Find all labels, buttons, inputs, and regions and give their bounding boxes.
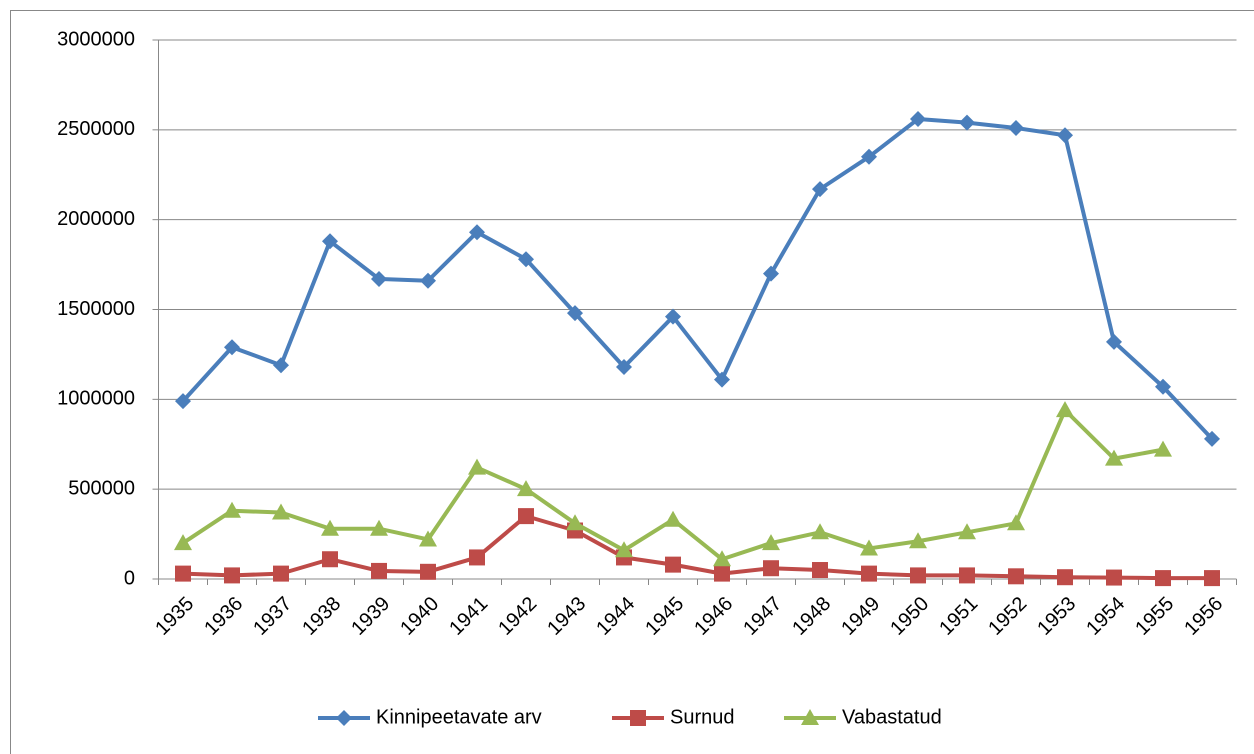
marker	[909, 532, 927, 549]
marker	[174, 534, 192, 551]
marker	[273, 357, 289, 374]
marker	[175, 393, 191, 410]
marker	[419, 530, 437, 547]
marker	[763, 265, 779, 282]
marker	[664, 510, 682, 527]
marker	[910, 567, 926, 584]
marker	[861, 565, 877, 582]
marker	[1007, 514, 1025, 531]
chart-frame	[10, 10, 1254, 754]
marker	[1057, 569, 1073, 586]
marker	[566, 514, 584, 531]
marker	[1008, 568, 1024, 585]
marker	[371, 270, 387, 287]
legend-label: Vabastatud	[842, 706, 942, 728]
marker	[860, 539, 878, 556]
marker	[322, 551, 338, 568]
marker	[763, 560, 779, 577]
marker	[371, 562, 387, 579]
marker	[420, 563, 436, 580]
marker	[469, 224, 485, 241]
marker	[910, 111, 926, 128]
marker	[615, 541, 633, 558]
marker	[630, 710, 646, 726]
marker	[801, 709, 819, 725]
marker	[665, 556, 681, 573]
marker	[517, 480, 535, 497]
marker	[518, 508, 534, 525]
marker	[469, 549, 485, 566]
marker	[811, 523, 829, 540]
marker	[812, 562, 828, 579]
marker	[420, 272, 436, 289]
marker	[1154, 440, 1172, 457]
marker	[714, 565, 730, 582]
marker	[370, 519, 388, 536]
series-line	[181, 117, 1214, 441]
y-tick-label: 0	[124, 567, 135, 589]
y-tick-label: 2500000	[57, 118, 135, 140]
y-tick-label: 1000000	[57, 388, 135, 410]
marker	[223, 501, 241, 518]
marker	[321, 519, 339, 536]
marker	[175, 565, 191, 582]
marker	[336, 710, 352, 726]
marker	[1155, 378, 1171, 395]
marker	[812, 181, 828, 198]
y-tick-label: 3000000	[57, 28, 135, 50]
marker	[518, 251, 534, 268]
legend-label: Surnud	[670, 706, 735, 728]
marker	[861, 148, 877, 165]
marker	[1106, 333, 1122, 350]
marker	[1056, 401, 1074, 418]
marker	[1106, 569, 1122, 586]
y-tick-label: 2000000	[57, 208, 135, 230]
marker	[224, 567, 240, 584]
marker	[1105, 449, 1123, 466]
marker	[959, 114, 975, 131]
marker	[616, 358, 632, 375]
legend-label: Kinnipeetavate arv	[376, 706, 542, 728]
marker	[1155, 570, 1171, 587]
marker	[1008, 120, 1024, 137]
series-line	[182, 514, 1212, 581]
marker	[713, 550, 731, 567]
marker	[665, 308, 681, 325]
marker	[468, 458, 486, 475]
marker	[714, 371, 730, 388]
marker	[273, 565, 289, 582]
marker	[762, 534, 780, 551]
marker	[567, 305, 583, 322]
marker	[322, 233, 338, 250]
marker	[959, 567, 975, 584]
marker	[958, 523, 976, 540]
marker	[1057, 127, 1073, 144]
marker	[224, 339, 240, 356]
marker	[1204, 570, 1220, 587]
y-tick-label: 500000	[68, 477, 135, 499]
marker	[272, 503, 290, 520]
y-tick-label: 1500000	[57, 298, 135, 320]
marker	[1204, 430, 1220, 447]
